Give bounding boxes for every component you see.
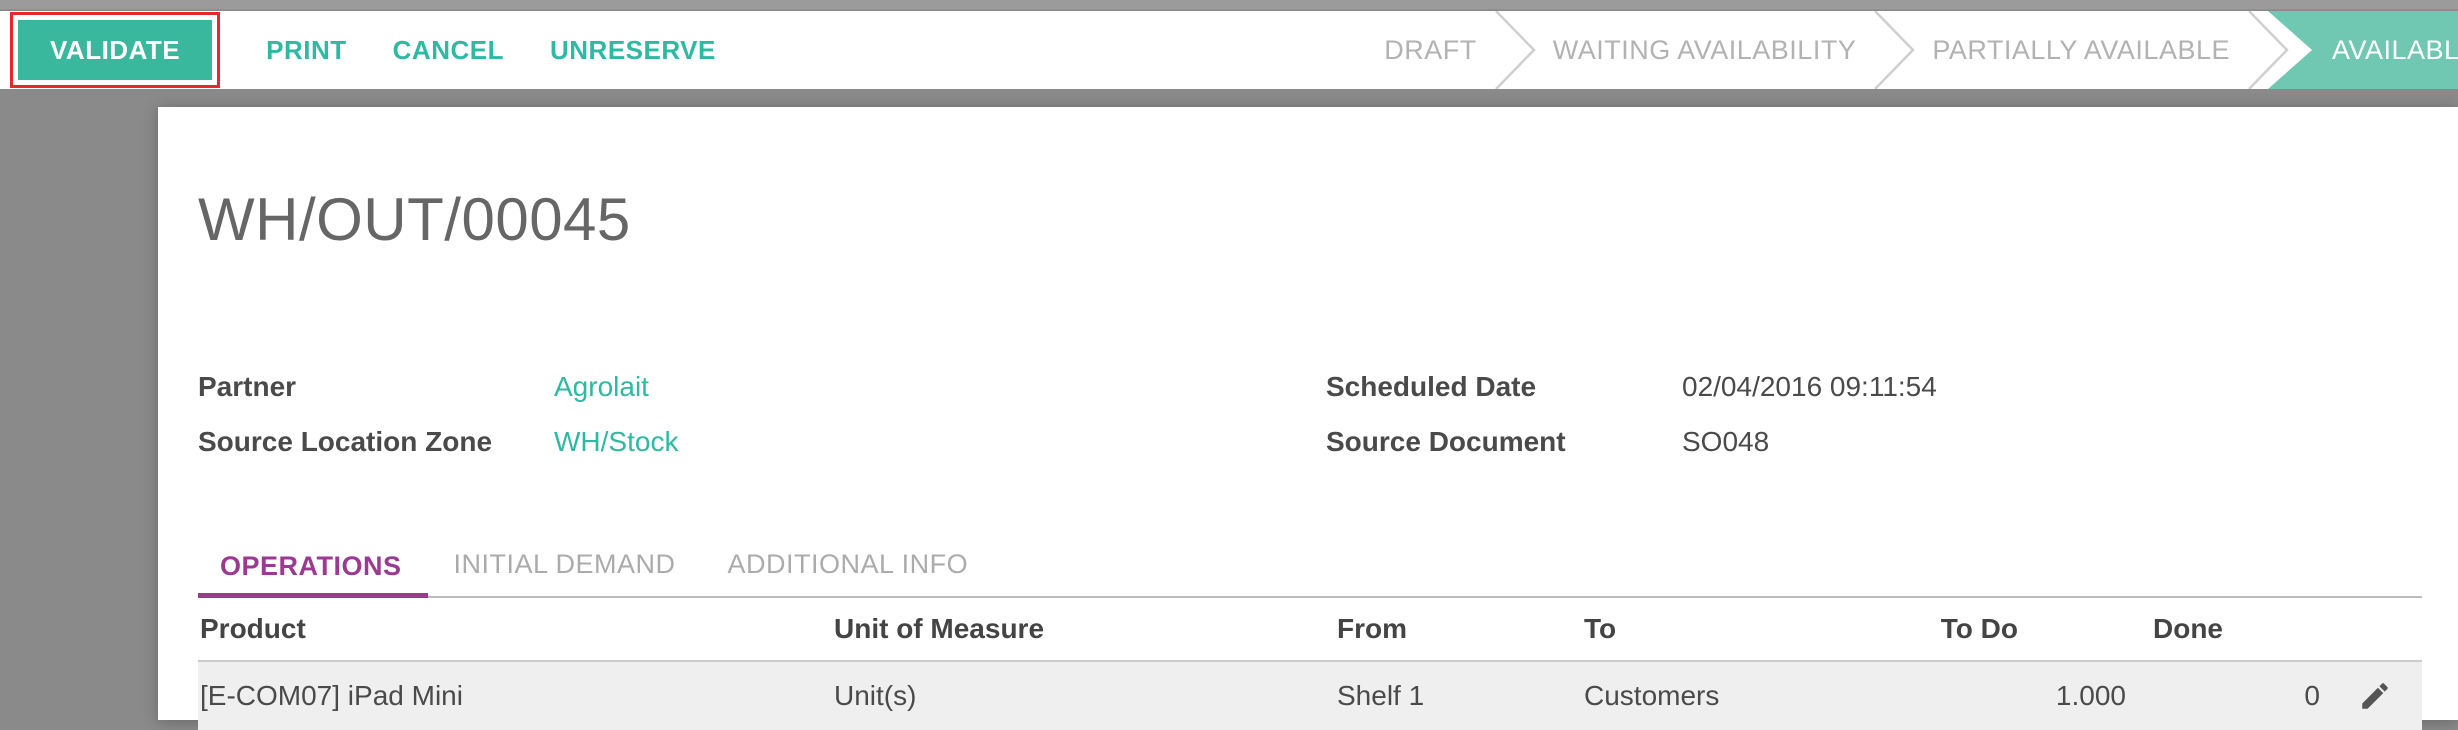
statusbar: DRAFT WAITING AVAILABILITY PARTIALLY AVA… — [1384, 11, 2458, 89]
cell-to-do[interactable]: 1.000 — [2055, 680, 2126, 711]
chevron-separator-icon — [2248, 11, 2289, 89]
cancel-button[interactable]: CANCEL — [392, 35, 504, 65]
window-top-strip — [0, 0, 2458, 10]
column-header-to[interactable]: To — [1584, 613, 1617, 644]
validate-button[interactable]: VALIDATE — [18, 20, 213, 80]
form-toolbar: VALIDATE PRINT CANCEL UNRESERVE DRAFT WA… — [0, 11, 2458, 89]
field-source-location-zone: Source Location Zone WH/Stock — [198, 414, 1326, 469]
source-document-label: Source Document — [1326, 425, 1566, 457]
cell-to[interactable]: Customers — [1584, 680, 1720, 711]
source-location-zone-value-link[interactable]: WH/Stock — [554, 425, 679, 457]
field-partner: Partner Agrolait — [198, 359, 1326, 414]
column-header-to-do[interactable]: To Do — [1940, 613, 2018, 644]
cell-product[interactable]: [E-COM07] iPad Mini — [200, 680, 463, 711]
chevron-separator-icon — [1494, 11, 1536, 89]
cell-done[interactable]: 0 — [2304, 680, 2320, 711]
partner-label: Partner — [198, 370, 297, 402]
status-step-available-active[interactable]: AVAILABLE — [2268, 11, 2458, 89]
field-column-left: Partner Agrolait Source Location Zone WH… — [198, 359, 1326, 469]
edit-pencil-icon[interactable] — [2358, 679, 2392, 713]
field-column-right: Scheduled Date 02/04/2016 09:11:54 Sourc… — [1326, 359, 2422, 469]
operations-table: Product Unit of Measure From To To Do Do… — [198, 598, 2422, 730]
status-step-partially-available[interactable]: PARTIALLY AVAILABLE — [1932, 34, 2230, 65]
table-row[interactable]: [E-COM07] iPad Mini Unit(s) Shelf 1 Cust… — [198, 660, 2422, 730]
cell-unit-of-measure[interactable]: Unit(s) — [834, 680, 917, 711]
status-step-waiting-availability[interactable]: WAITING AVAILABILITY — [1552, 34, 1857, 65]
tab-operations[interactable]: OPERATIONS — [198, 545, 428, 598]
column-header-done[interactable]: Done — [2153, 613, 2223, 644]
page-title: WH/OUT/00045 — [198, 186, 631, 253]
field-source-document: Source Document SO048 — [1326, 414, 2422, 469]
scheduled-date-label: Scheduled Date — [1326, 370, 1537, 402]
field-group: Partner Agrolait Source Location Zone WH… — [198, 359, 2422, 469]
source-location-zone-label: Source Location Zone — [198, 425, 493, 457]
tab-additional-info[interactable]: ADDITIONAL INFO — [727, 549, 969, 579]
table-header-row: Product Unit of Measure From To To Do Do… — [198, 598, 2422, 660]
cell-edit[interactable] — [2328, 679, 2422, 713]
validate-annotation-box: VALIDATE — [10, 12, 221, 88]
cell-from[interactable]: Shelf 1 — [1337, 680, 1425, 711]
chevron-separator-icon — [1874, 11, 1916, 89]
status-step-draft[interactable]: DRAFT — [1384, 34, 1477, 65]
tab-initial-demand[interactable]: INITIAL DEMAND — [453, 549, 676, 579]
source-document-value: SO048 — [1682, 425, 1770, 457]
column-header-product[interactable]: Product — [200, 613, 306, 644]
column-header-unit-of-measure[interactable]: Unit of Measure — [834, 613, 1045, 644]
field-scheduled-date: Scheduled Date 02/04/2016 09:11:54 — [1326, 359, 2422, 414]
toolbar-buttons: VALIDATE PRINT CANCEL UNRESERVE — [10, 12, 716, 88]
form-sheet: WH/OUT/00045 Partner Agrolait Source Loc… — [158, 107, 2458, 730]
notebook-tabs: OPERATIONS INITIAL DEMAND ADDITIONAL INF… — [198, 543, 2422, 598]
unreserve-button[interactable]: UNRESERVE — [549, 35, 716, 65]
scheduled-date-value: 02/04/2016 09:11:54 — [1682, 370, 1937, 402]
partner-value-link[interactable]: Agrolait — [554, 370, 649, 402]
print-button[interactable]: PRINT — [266, 35, 347, 65]
column-header-from[interactable]: From — [1337, 613, 1407, 644]
